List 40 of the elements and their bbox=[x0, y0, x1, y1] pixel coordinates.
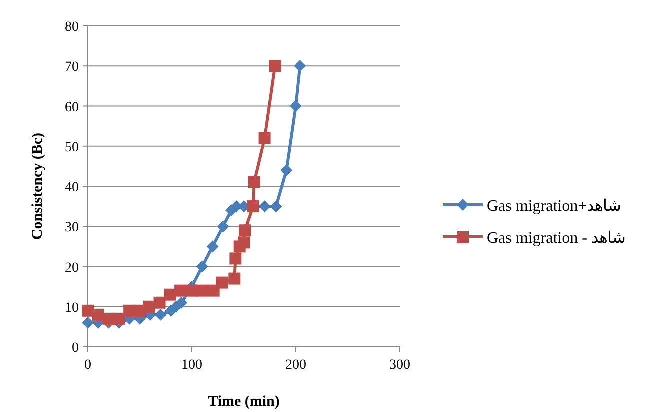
y-axis-title: Consistency (Bc) bbox=[30, 132, 46, 240]
y-tick-label: 70 bbox=[65, 60, 79, 76]
point bbox=[247, 200, 260, 213]
point bbox=[217, 220, 230, 233]
x-tick-label: 0 bbox=[84, 358, 92, 373]
y-tick-label: 10 bbox=[65, 300, 79, 316]
point bbox=[206, 240, 219, 253]
point bbox=[228, 272, 241, 285]
point bbox=[154, 308, 167, 321]
point bbox=[176, 296, 188, 309]
point bbox=[82, 304, 94, 317]
y-tick-label: 20 bbox=[65, 260, 79, 276]
point bbox=[290, 100, 302, 112]
y-tick-label: 0 bbox=[72, 341, 79, 356]
point bbox=[164, 288, 176, 301]
point bbox=[280, 164, 293, 176]
legend-label: Gas migration+شاهد bbox=[487, 198, 622, 215]
point bbox=[270, 200, 282, 213]
y-tick-label: 30 bbox=[65, 220, 79, 236]
x-axis-title: Time (min) bbox=[208, 394, 280, 410]
x-tick-label: 100 bbox=[182, 358, 202, 373]
x-tick-label: 200 bbox=[286, 358, 306, 373]
legend-label: Gas migration - شاهد bbox=[487, 230, 626, 247]
y-tick-label: 80 bbox=[65, 20, 79, 35]
y-tick-label: 60 bbox=[65, 100, 79, 116]
y-tick-label: 40 bbox=[65, 180, 79, 196]
point bbox=[258, 200, 271, 213]
point bbox=[82, 316, 94, 329]
point bbox=[216, 276, 228, 289]
point bbox=[258, 132, 271, 144]
point bbox=[239, 224, 252, 237]
point bbox=[154, 296, 166, 309]
point bbox=[294, 60, 306, 72]
point bbox=[230, 252, 242, 265]
point bbox=[269, 60, 282, 72]
x-tick-label: 300 bbox=[390, 358, 410, 373]
point bbox=[196, 260, 208, 273]
point bbox=[113, 312, 126, 325]
point bbox=[248, 176, 260, 188]
y-tick-label: 50 bbox=[65, 140, 79, 156]
